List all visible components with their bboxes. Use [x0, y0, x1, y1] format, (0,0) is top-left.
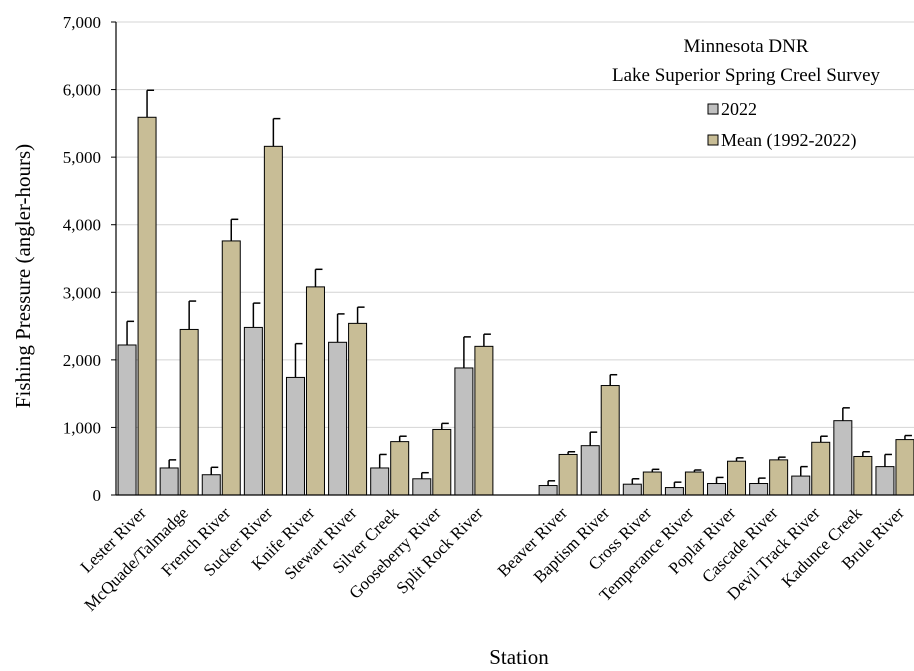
bar-mean-mcquade-talmadge [179, 328, 199, 496]
legend-label-mean: Mean (1992-2022) [721, 130, 856, 151]
y-tick-label: 7,000 [63, 13, 101, 32]
bar-2022-gooseberry-river [412, 478, 432, 496]
bar-mean-cascade-river [769, 459, 789, 496]
y-tick-label: 1,000 [63, 418, 101, 437]
bar-2022-devil-track-river [791, 475, 811, 496]
bar-2022-french-river [201, 474, 221, 496]
bar-mean-poplar-river [727, 460, 747, 496]
bar-2022-temperance-river [664, 487, 684, 496]
bar-mean-devil-track-river [811, 441, 831, 496]
legend: 2022 Mean (1992-2022) [707, 99, 856, 151]
bar-2022-beaver-river [538, 485, 558, 496]
bar-2022-silver-creek [370, 467, 390, 496]
legend-label-2022: 2022 [721, 99, 757, 119]
chart-title-line-2: Lake Superior Spring Creel Survey [612, 65, 881, 86]
y-tick-label: 6,000 [63, 81, 101, 100]
bar-mean-lester-river [137, 116, 157, 496]
bar-mean-baptism-river [600, 385, 620, 496]
chart-title-line-1: Minnesota DNR [683, 36, 808, 57]
bars [117, 116, 914, 496]
bar-mean-sucker-river [263, 145, 283, 496]
bar-mean-silver-creek [390, 441, 410, 496]
bar-2022-mcquade-talmadge [159, 467, 179, 496]
bar-mean-brule-river [895, 439, 914, 496]
bar-mean-split-rock-river [474, 345, 494, 496]
bar-mean-kadunce-creek [853, 455, 873, 496]
bar-mean-knife-river [305, 286, 325, 496]
legend-swatch-2022 [707, 103, 719, 115]
axes [111, 21, 914, 496]
bar-2022-poplar-river [707, 483, 727, 496]
y-tick-label: 3,000 [63, 283, 101, 302]
bar-mean-gooseberry-river [432, 428, 452, 496]
bar-2022-split-rock-river [454, 367, 474, 496]
bar-mean-cross-river [642, 471, 662, 496]
bar-2022-sucker-river [243, 326, 263, 496]
bar-2022-kadunce-creek [833, 420, 853, 496]
bar-2022-cross-river [622, 483, 642, 496]
bar-mean-french-river [221, 240, 241, 496]
bar-mean-stewart-river [348, 322, 368, 496]
legend-swatch-mean [707, 134, 719, 146]
y-tick-label: 4,000 [63, 216, 101, 235]
error-bars [126, 89, 912, 488]
bar-mean-temperance-river [684, 471, 704, 496]
bar-2022-lester-river [117, 344, 137, 496]
bar-2022-baptism-river [580, 445, 600, 496]
y-tick-label: 2,000 [63, 351, 101, 370]
y-tick-label: 0 [93, 486, 102, 505]
bar-2022-stewart-river [328, 341, 348, 496]
bar-mean-beaver-river [558, 453, 578, 496]
bar-2022-knife-river [285, 376, 305, 496]
x-axis-title: Station [489, 645, 549, 669]
y-axis-title: Fishing Pressure (angler-hours) [11, 144, 35, 408]
y-tick-labels: 0 1,000 2,000 3,000 4,000 5,000 6,000 7,000 [63, 13, 101, 505]
bar-2022-cascade-river [749, 483, 769, 496]
y-tick-label: 5,000 [63, 148, 101, 167]
bar-2022-brule-river [875, 466, 895, 496]
